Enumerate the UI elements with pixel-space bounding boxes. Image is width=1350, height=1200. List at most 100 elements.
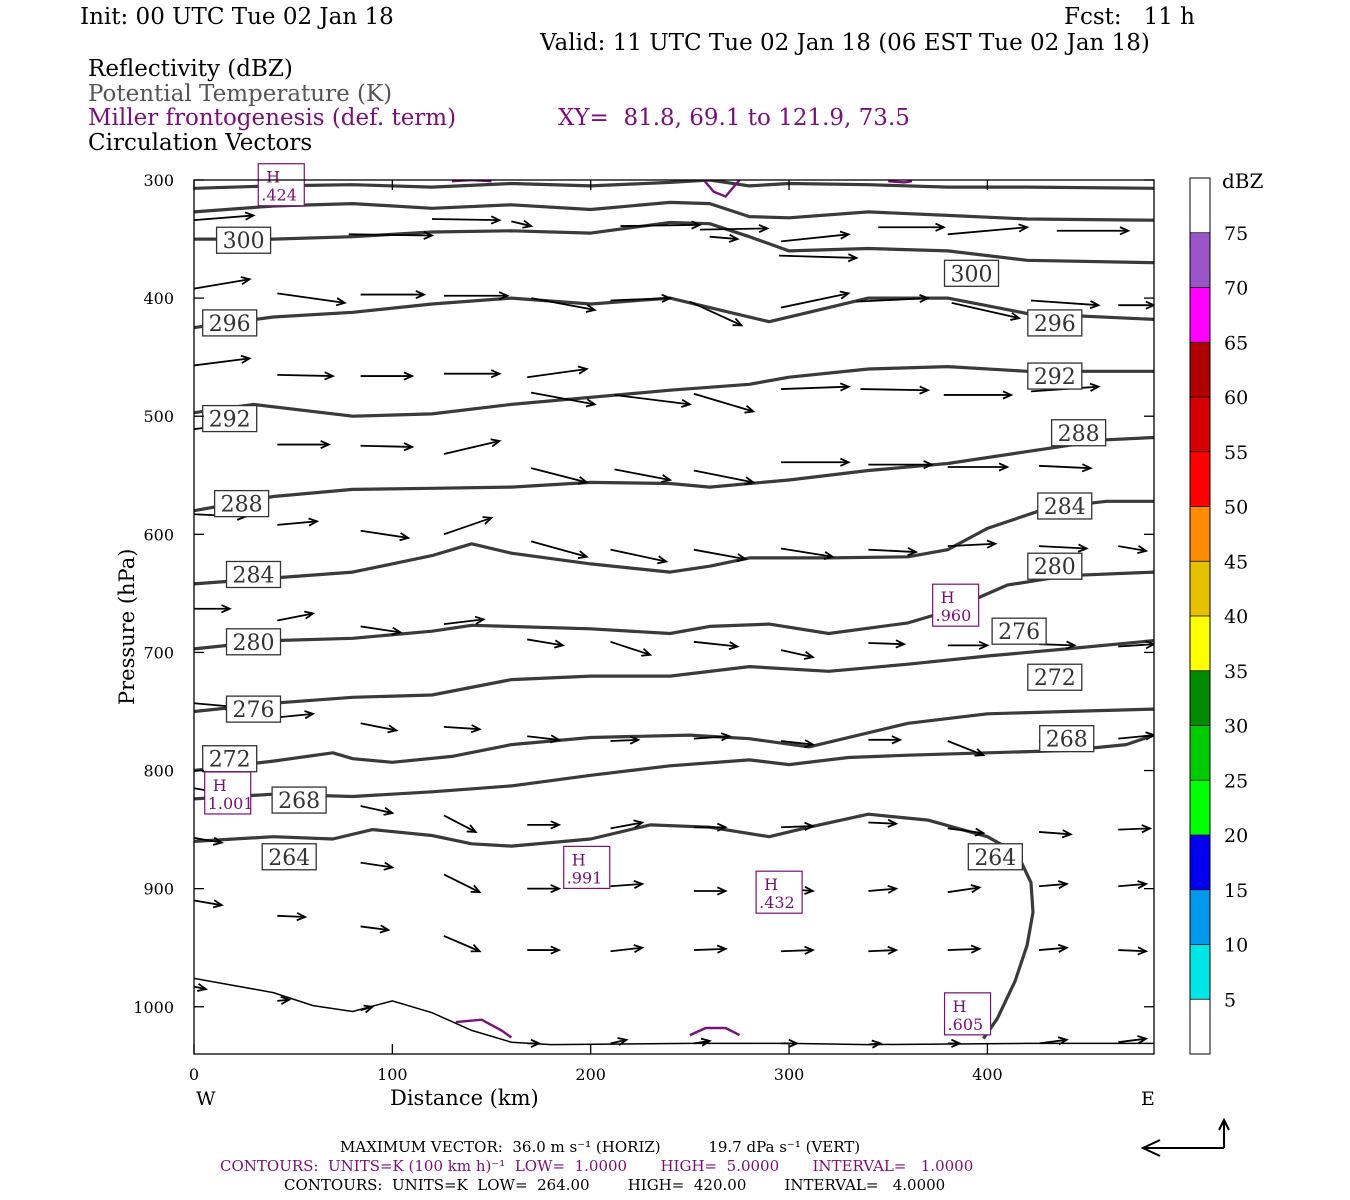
vector-shaft [531, 391, 595, 406]
circulation-vector [1118, 1035, 1149, 1045]
vector-head [839, 290, 851, 300]
circulation-vector [781, 1038, 800, 1048]
vector-head [474, 615, 486, 625]
circulation-vector [1038, 880, 1069, 890]
theta-label-text: 284 [1044, 495, 1086, 520]
vector-shaft [780, 547, 833, 558]
circulation-vector [781, 739, 816, 749]
theta-label-text: 296 [209, 312, 251, 337]
circulation-vector [947, 640, 990, 650]
plot-area: 300 300 296 296 292 292 288 288 284 284 280 280 276 2… [194, 163, 1154, 1049]
theta-label-300: 300 [215, 226, 272, 254]
vector-shaft [693, 392, 754, 413]
theta-contour-264 [194, 812, 1035, 1040]
circulation-vector [693, 822, 728, 832]
vector-head [803, 739, 816, 749]
theta-contour-276 [194, 639, 1154, 714]
vector-shaft [432, 218, 500, 222]
vector-head [923, 460, 935, 470]
vector-head [196, 983, 209, 992]
circulation-vector [1118, 300, 1154, 310]
vector-shaft [947, 542, 996, 548]
colorbar-level-label: 35 [1224, 661, 1248, 683]
circulation-vector [531, 297, 597, 313]
theta-label-288: 288 [1050, 419, 1107, 447]
circulation-vector [360, 722, 399, 734]
frontogenesis-max-h: H [764, 875, 778, 894]
vector-head [304, 710, 316, 720]
vector-shaft [277, 292, 345, 304]
vector-shaft [443, 618, 484, 625]
circulation-vector [1118, 731, 1154, 741]
vector-shaft [360, 925, 389, 931]
vector-head [221, 604, 232, 614]
vector-head [633, 880, 645, 889]
colorbar-title: dBZ [1222, 169, 1264, 193]
circulation-vector [620, 220, 702, 230]
vector-shaft [1118, 545, 1147, 552]
circulation-vector [443, 935, 482, 953]
circulation-vector [693, 469, 756, 486]
axes: Distance (km) Pressure (hPa) W E 0 100 200… [115, 171, 1155, 1110]
circulation-vector [527, 1038, 542, 1048]
vector-head [839, 230, 851, 240]
circulation-vector [194, 899, 224, 909]
vector-shaft [947, 740, 984, 757]
x-axis-label: Distance (km) [390, 1086, 539, 1110]
frontogenesis-max: H.605 [943, 992, 992, 1036]
circulation-vector [527, 820, 562, 830]
frontogenesis-max-box [755, 870, 803, 914]
vector-shaft [693, 640, 738, 648]
frontogenesis-max-value: 1.001 [208, 794, 254, 813]
vector-shaft [780, 649, 814, 659]
frontogenesis-max: H.991 [563, 845, 611, 889]
circulation-vector [610, 293, 673, 303]
theta-label-box [271, 786, 327, 814]
circulation-vector [1038, 1036, 1069, 1046]
vector-reference-arrows [1140, 1117, 1230, 1157]
theta-label-292: 292 [202, 404, 258, 433]
vector-head [1137, 946, 1149, 956]
theta-label-text: 280 [233, 631, 275, 656]
vector-shaft [1118, 734, 1154, 740]
vector-head [240, 276, 252, 285]
theta-label-text: 268 [1046, 728, 1088, 753]
circulation-vector [1118, 824, 1153, 834]
theta-label-box [1027, 663, 1083, 691]
frontogenesis-max-h: H [941, 588, 955, 607]
vector-shaft [360, 625, 401, 634]
vector-shaft [1030, 299, 1099, 307]
vector-shaft [689, 300, 742, 327]
vector-head [728, 233, 740, 243]
circulation-vector [1038, 829, 1073, 839]
circulation-vector [194, 354, 252, 367]
vector-head [1141, 824, 1153, 834]
vector-shaft [277, 373, 333, 377]
circulation-vector [947, 539, 998, 549]
vector-shaft [194, 278, 250, 290]
circulation-vector [1118, 880, 1149, 890]
circulation-vector [1038, 943, 1069, 953]
vector-head [387, 724, 399, 734]
vector-shaft [511, 220, 532, 227]
circulation-vector [277, 995, 292, 1005]
vector-head [470, 944, 482, 953]
circulation-vector [360, 924, 391, 934]
frontogenesis-contour [451, 180, 492, 183]
vector-shaft [693, 548, 746, 561]
frontogenesis-max-box [563, 845, 611, 889]
theta-label-box [1039, 725, 1095, 753]
vector-head [490, 438, 502, 448]
terrain-line [194, 977, 1154, 1046]
circulation-vector [610, 1037, 629, 1046]
vector-head [732, 317, 744, 327]
theta-label-text: 264 [974, 846, 1016, 871]
circulation-vector [1030, 299, 1101, 310]
theta-contour-300 [194, 200, 1154, 222]
vector-head [550, 945, 562, 955]
circulation-vector [868, 1039, 883, 1049]
vector-head [423, 230, 435, 240]
y-tick-label: 700 [143, 643, 174, 662]
circulation-vector [277, 710, 316, 720]
theta-label-text: 276 [998, 620, 1040, 645]
